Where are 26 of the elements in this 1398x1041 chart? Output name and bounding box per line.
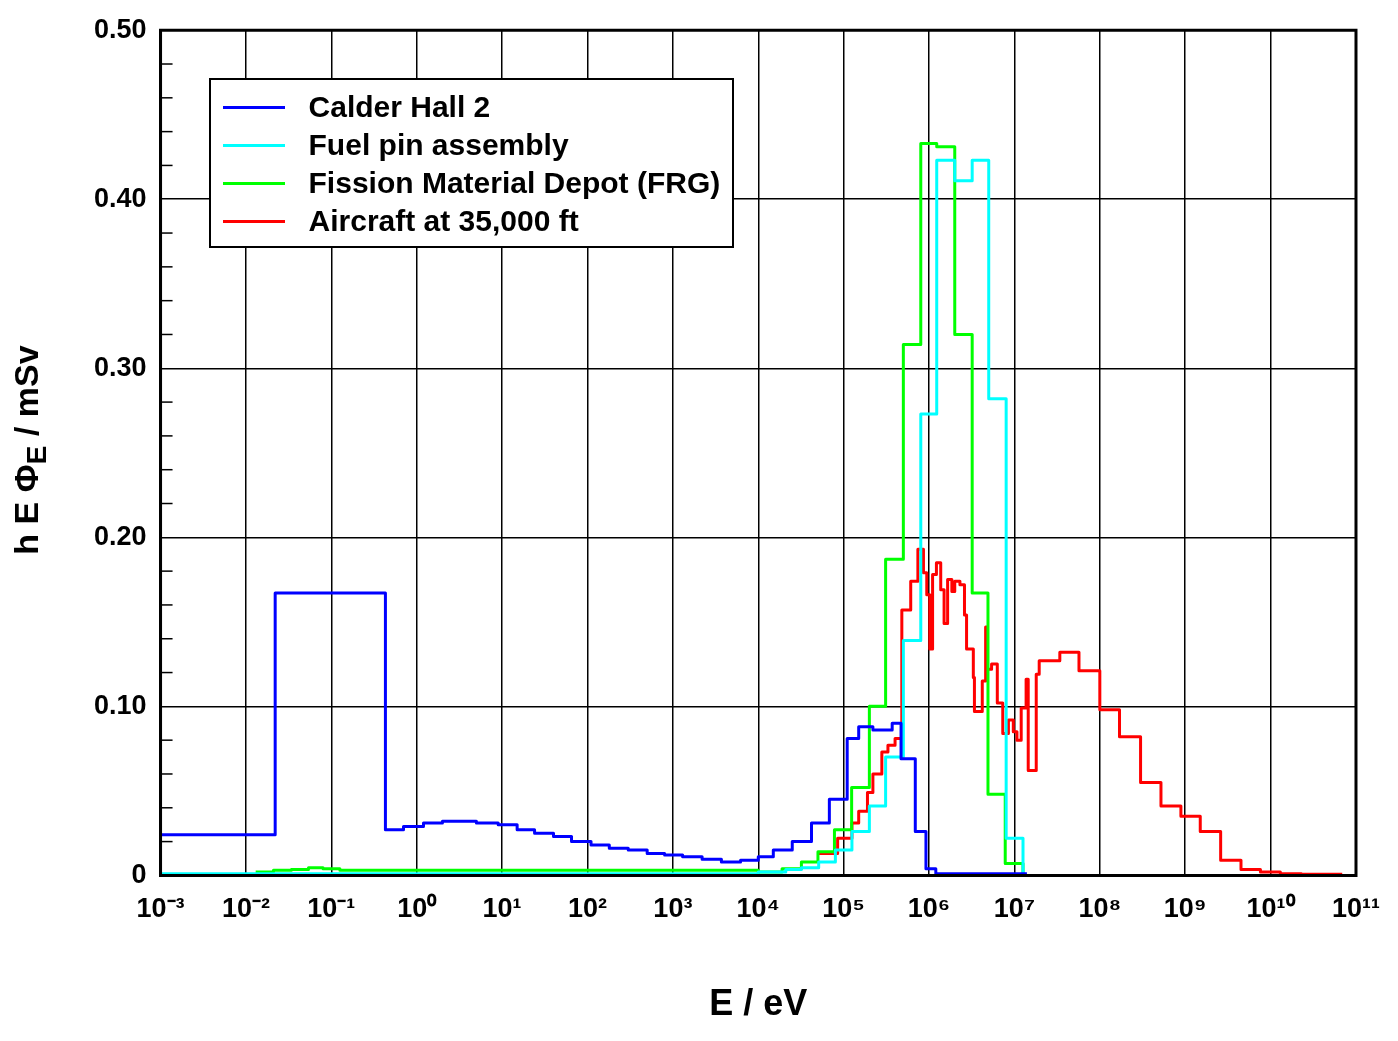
x-tick-label: 10⁷ [993,893,1036,924]
x-tick-label: 10⁻¹ [307,893,356,924]
x-tick-label: 10¹ [482,893,522,924]
x-tick-label: 10⁵ [822,893,866,924]
x-tick-label: 10⁻³ [136,893,185,924]
legend-label: Fuel pin assembly [308,128,569,163]
y-tick-label: 0.40 [93,182,147,213]
x-tick-label: 10³ [653,893,693,924]
x-tick-label: 10⁶ [907,893,951,924]
y-tick-label: 0.50 [93,13,147,44]
legend-label: Aircraft at 35,000 ft [308,204,579,239]
y-tick-label: 0.20 [93,520,147,551]
y-tick-label: 0.10 [93,689,147,720]
x-tick-label: 10¹⁰ [1246,893,1296,924]
y-tick-label: 0.30 [93,351,147,382]
x-tick-label: 10⁸ [1078,893,1122,924]
x-tick-label: 10² [567,893,608,924]
x-tick-label: 10⁹ [1163,893,1207,924]
x-tick-label: 10⁰ [397,893,438,924]
y-tick-label: 0 [131,858,147,889]
legend-label: Calder Hall 2 [308,90,491,125]
x-tick-label: 10⁴ [736,893,780,924]
x-axis-title: E / eV [709,982,808,1024]
x-tick-label: 10¹¹ [1331,893,1381,924]
legend-label: Fission Material Depot (FRG) [308,166,721,201]
x-tick-label: 10⁻² [221,893,270,924]
